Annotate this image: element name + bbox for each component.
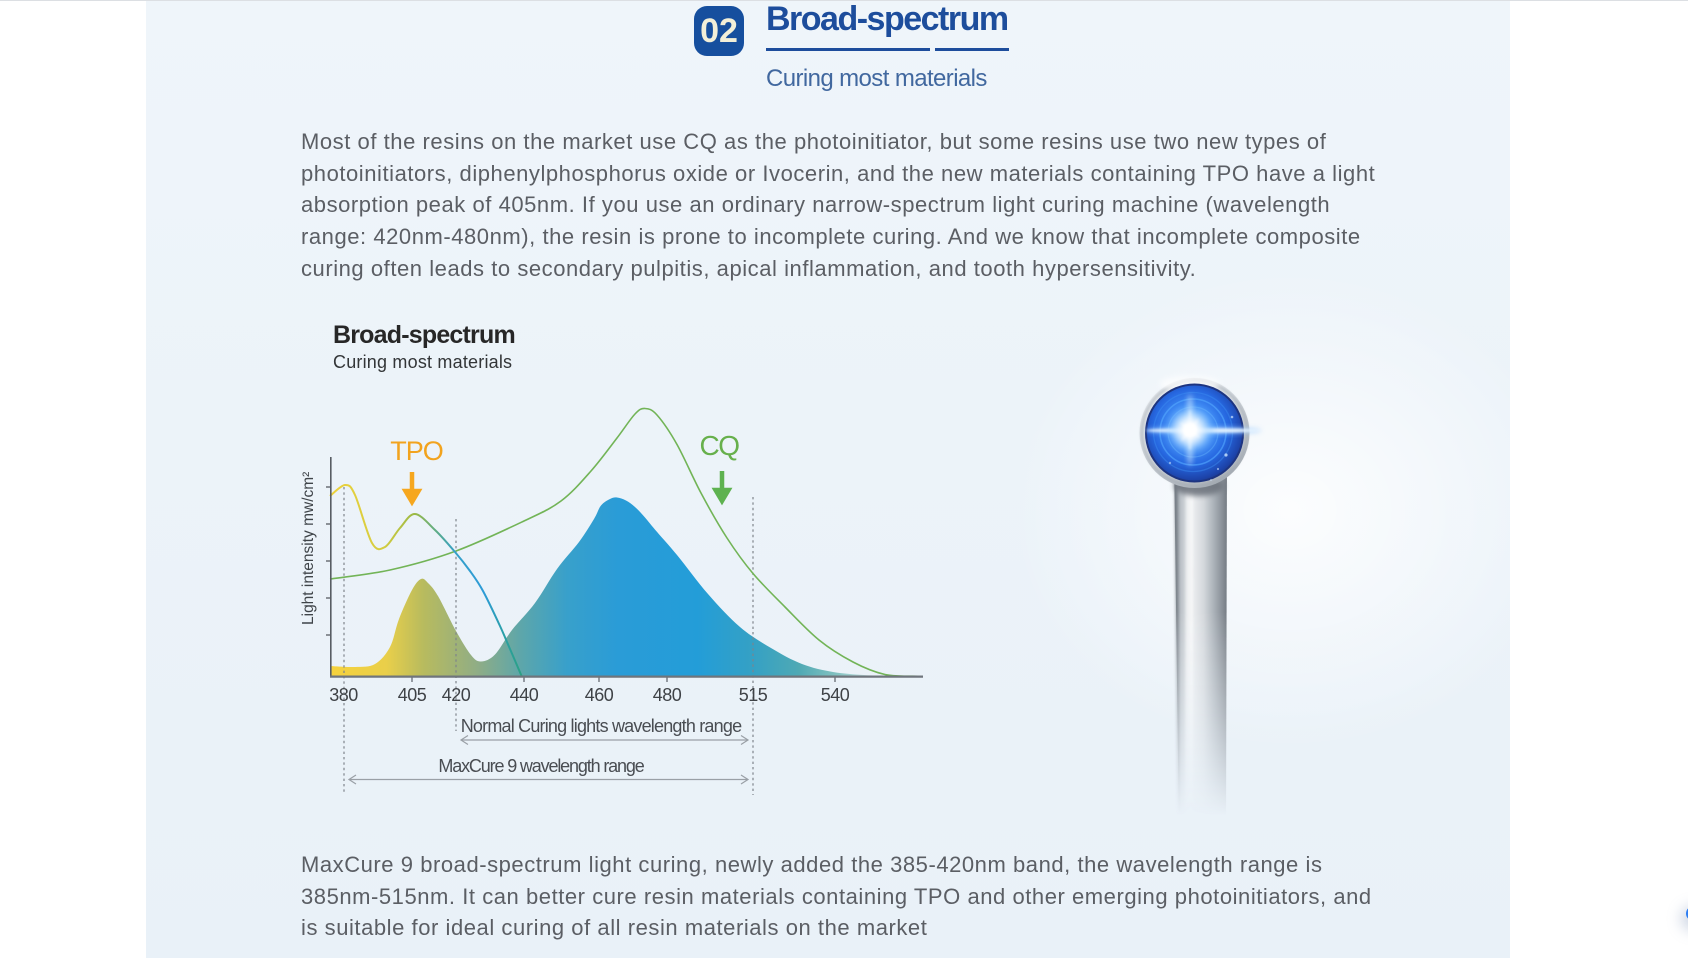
- svg-text:420: 420: [442, 685, 471, 705]
- svg-text:Light intensity mw/cm²: Light intensity mw/cm²: [300, 472, 317, 625]
- svg-text:540: 540: [821, 685, 850, 705]
- svg-text:515: 515: [739, 685, 768, 705]
- svg-text:380: 380: [329, 685, 358, 705]
- svg-text:480: 480: [653, 685, 682, 705]
- svg-text:440: 440: [510, 685, 539, 705]
- svg-text:TPO: TPO: [390, 436, 443, 466]
- svg-text:460: 460: [585, 685, 614, 705]
- svg-text:CQ: CQ: [700, 430, 740, 461]
- svg-text:405: 405: [398, 685, 427, 705]
- svg-text:Normal Curing lights wavelengt: Normal Curing lights wavelength range: [461, 716, 742, 736]
- svg-text:MaxCure 9 wavelength range: MaxCure 9 wavelength range: [438, 756, 644, 776]
